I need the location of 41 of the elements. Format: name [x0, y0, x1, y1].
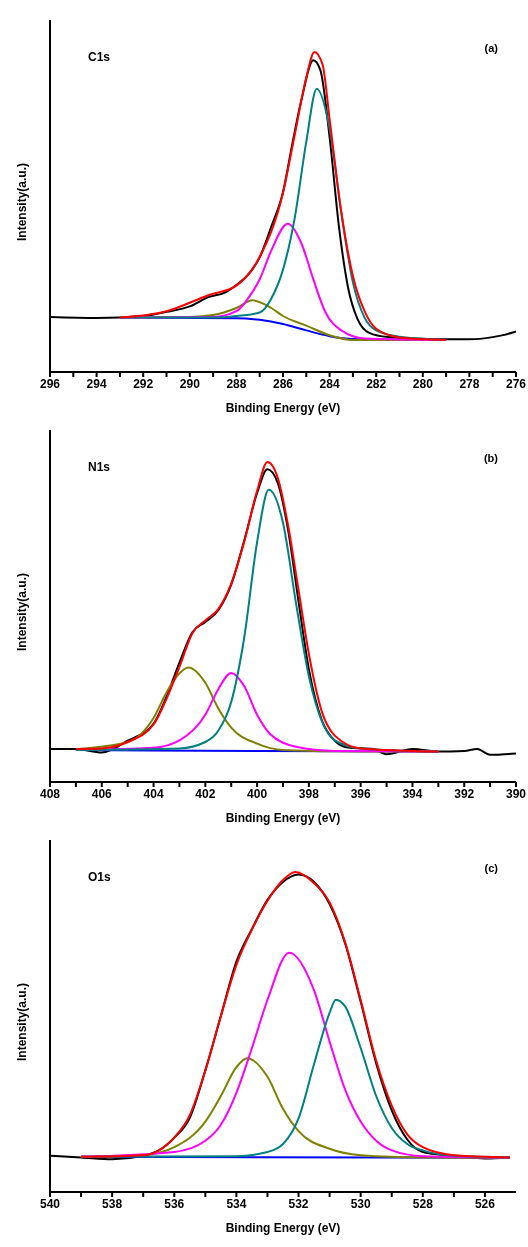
x-axis-title: Binding Energy (eV): [225, 401, 341, 415]
x-tick-label: 394: [402, 786, 423, 801]
x-tick-label: 294: [86, 376, 107, 391]
x-tick-label: 286: [272, 376, 294, 391]
x-tick-label: 392: [454, 786, 475, 801]
annotation: (c): [484, 862, 498, 874]
x-axis-title: Binding Energy (eV): [225, 811, 341, 825]
x-tick-label: 282: [366, 376, 387, 391]
y-axis-title: Intensity(a.u.): [15, 572, 30, 651]
x-axis-title: Binding Energy (eV): [225, 1221, 341, 1235]
x-tick-label: 540: [39, 1196, 61, 1211]
x-tick-label: 406: [91, 786, 113, 801]
x-tick-label: 408: [39, 786, 61, 801]
x-tick-label: 390: [505, 786, 527, 801]
x-tick-label: 404: [143, 786, 164, 801]
y-axis-title: Intensity(a.u.): [15, 162, 30, 241]
annotation: (b): [483, 452, 498, 464]
x-tick-label: 292: [133, 376, 154, 391]
x-tick-label: 526: [474, 1196, 496, 1211]
x-tick-label: 538: [102, 1196, 123, 1211]
x-tick-label: 396: [350, 786, 371, 801]
x-tick-label: 288: [226, 376, 247, 391]
x-tick-label: 530: [350, 1196, 371, 1211]
x-tick-label: 528: [412, 1196, 434, 1211]
x-tick-label: 398: [298, 786, 320, 801]
x-tick-label: 532: [288, 1196, 309, 1211]
x-tick-label: 534: [226, 1196, 247, 1211]
x-tick-label: 276: [505, 376, 527, 391]
x-tick-label: 296: [39, 376, 61, 391]
annotation: O1s: [88, 870, 111, 884]
x-tick-label: 278: [459, 376, 480, 391]
x-tick-label: 536: [164, 1196, 185, 1211]
x-tick-label: 284: [319, 376, 340, 391]
y-axis-title: Intensity(a.u.): [15, 982, 30, 1061]
x-tick-label: 280: [412, 376, 434, 391]
x-tick-label: 400: [247, 786, 268, 801]
annotation: C1s: [88, 50, 111, 64]
x-tick-label: 402: [195, 786, 216, 801]
x-tick-label: 290: [179, 376, 201, 391]
annotation: (a): [484, 42, 498, 54]
annotation: N1s: [88, 460, 111, 474]
